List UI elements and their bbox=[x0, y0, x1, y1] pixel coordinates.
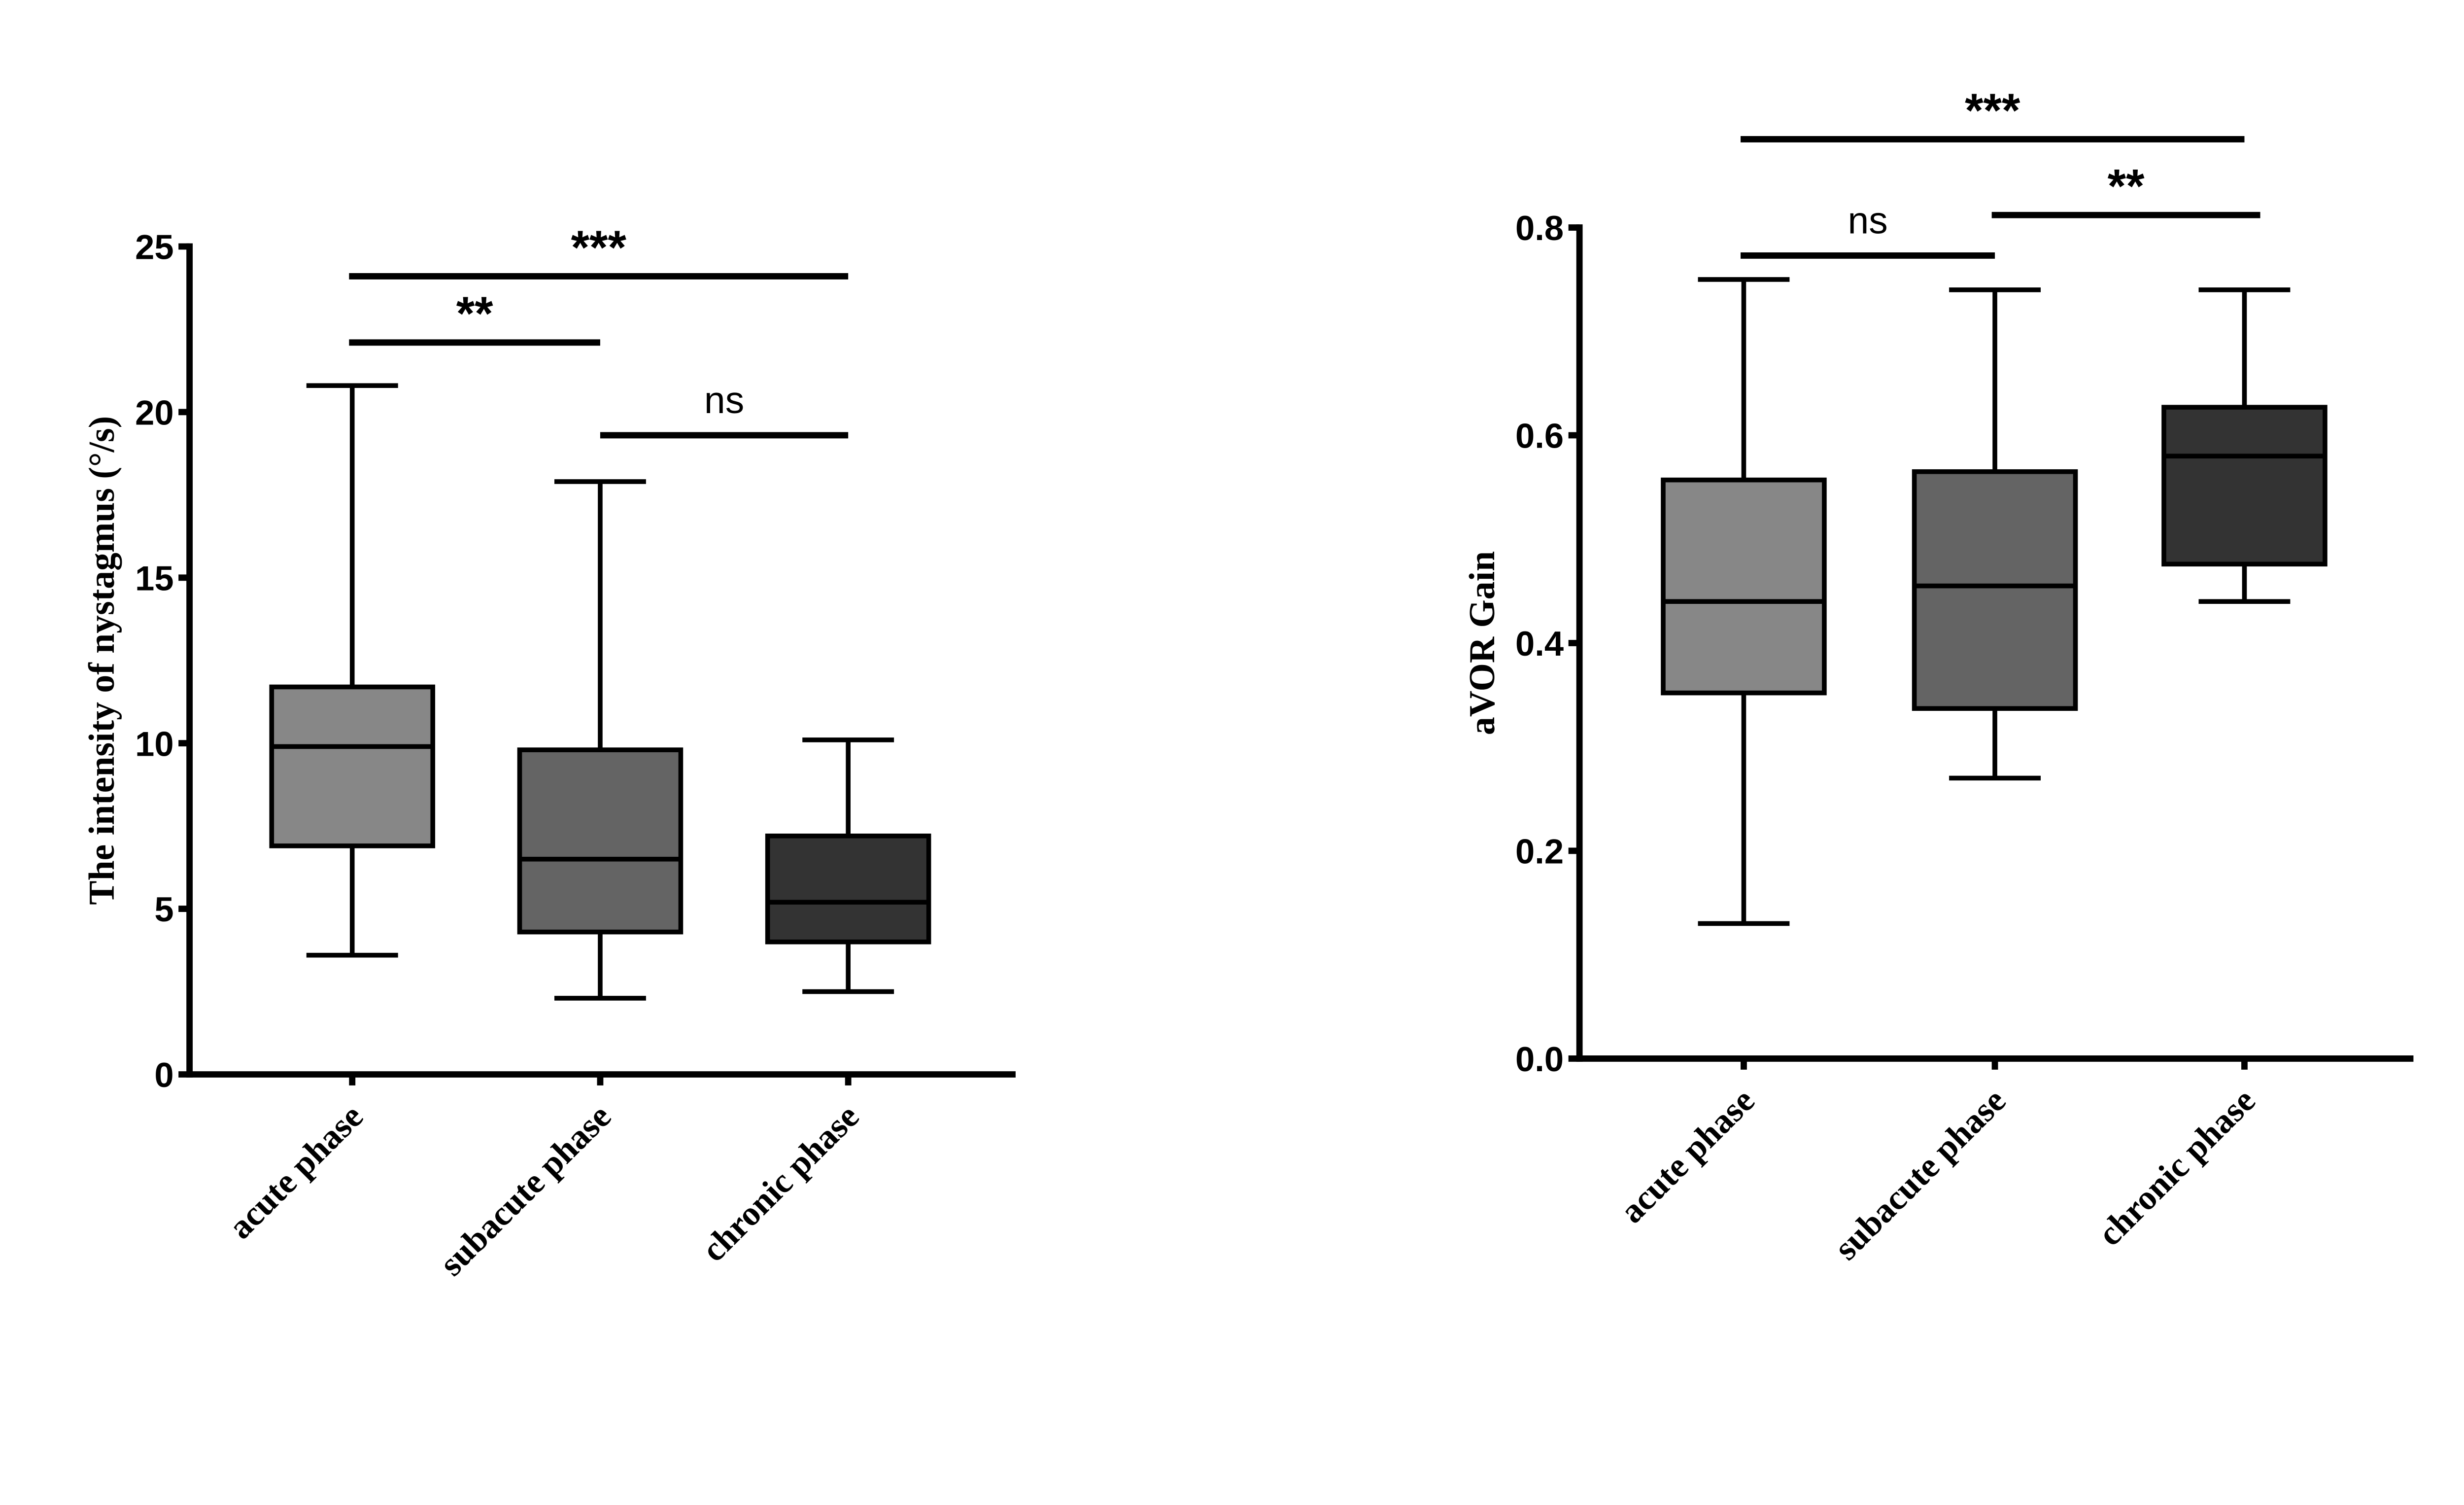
figure: 0 5 10 15 20 25 The intensity of nystagmus (°/… bbox=[81, 84, 2414, 1283]
x-tick-label: subacute phase bbox=[432, 1097, 618, 1283]
nystagmus-intensity-chart: 0 5 10 15 20 25 The intensity of nystagmus (°/… bbox=[81, 221, 1016, 1283]
y-tick-label: 15 bbox=[135, 559, 173, 597]
iqr-box bbox=[1912, 469, 2078, 711]
y-tick-label: 5 bbox=[154, 890, 173, 929]
y-tick-label: 0.2 bbox=[1515, 832, 1564, 871]
x-tick-label: chronic phase bbox=[2090, 1081, 2262, 1253]
significance-label: ** bbox=[456, 287, 493, 340]
significance-label: ns bbox=[1848, 200, 1887, 242]
significance-label: *** bbox=[1965, 84, 2020, 137]
iqr-box bbox=[1661, 477, 1827, 696]
y-axis-label: aVOR Gain bbox=[1462, 551, 1502, 735]
x-tick-label: subacute phase bbox=[1827, 1081, 2013, 1267]
y-tick-label: 10 bbox=[135, 724, 173, 763]
box-chronic-phase bbox=[765, 737, 931, 994]
y-tick-label: 0.8 bbox=[1515, 209, 1564, 247]
box-acute-phase bbox=[269, 383, 436, 958]
significance-label: ns bbox=[704, 379, 744, 421]
x-tick-label: acute phase bbox=[221, 1097, 371, 1246]
box-subacute-phase bbox=[1912, 287, 2078, 781]
x-tick-label: acute phase bbox=[1612, 1081, 1762, 1230]
y-tick-label: 0.6 bbox=[1515, 417, 1564, 455]
significance-label: ** bbox=[2108, 160, 2145, 213]
iqr-box bbox=[2161, 405, 2327, 567]
y-tick-label: 0 bbox=[154, 1055, 173, 1094]
y-axis-label: The intensity of nystagmus (°/s) bbox=[81, 416, 122, 905]
iqr-box bbox=[269, 684, 436, 848]
box-chronic-phase bbox=[2161, 287, 2327, 604]
iqr-box bbox=[765, 833, 931, 945]
y-tick-label: 20 bbox=[135, 393, 173, 432]
y-tick-label: 0.0 bbox=[1515, 1040, 1564, 1079]
y-tick-label: 25 bbox=[135, 228, 173, 267]
avor-gain-chart: 0.0 0.2 0.4 0.6 0.8 aVOR Gain acute phase subac… bbox=[1462, 84, 2414, 1267]
iqr-box bbox=[517, 747, 684, 935]
box-subacute-phase bbox=[517, 479, 684, 1001]
box-acute-phase bbox=[1661, 277, 1827, 926]
significance-label: *** bbox=[571, 221, 627, 274]
x-tick-label: chronic phase bbox=[694, 1097, 866, 1269]
y-tick-label: 0.4 bbox=[1515, 624, 1564, 663]
